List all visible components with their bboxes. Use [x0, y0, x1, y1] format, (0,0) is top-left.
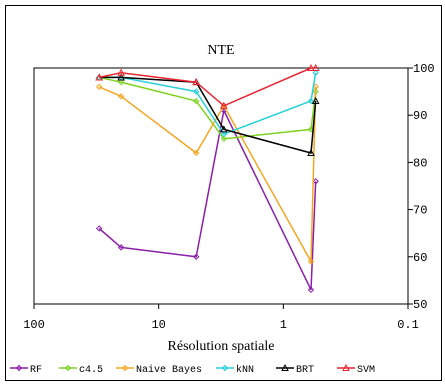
data-point-svm — [95, 73, 104, 81]
series-group — [95, 63, 320, 294]
series-line-svm — [99, 67, 316, 107]
data-point-naive-bayes — [192, 149, 200, 157]
legend-item-brt: BRT — [276, 363, 314, 376]
x-tick-label: 10 — [151, 318, 165, 332]
y-tick-label: 50 — [413, 298, 427, 312]
y-tick-label: 80 — [413, 156, 427, 170]
data-point-naive-bayes — [117, 93, 125, 100]
y-tick-label: 70 — [413, 204, 427, 218]
data-point-rf — [307, 286, 315, 294]
series-line-naive-bayes — [98, 86, 317, 265]
series-c4-5 — [95, 74, 319, 143]
legend-marker-svm — [342, 363, 350, 371]
data-point-brt — [311, 96, 320, 105]
legend-marker-brt — [281, 363, 289, 371]
legend-label-svm: SVM — [357, 365, 375, 376]
series-line-brt — [99, 76, 317, 154]
data-point-brt — [117, 73, 125, 81]
chart-title: NTE — [207, 43, 234, 58]
chart-frame: NTE 100 10 1 0.1 50 60 70 80 90 100 Résolution s… — [5, 5, 442, 381]
legend-marker-knn — [221, 364, 229, 372]
legend-label-brt: BRT — [296, 365, 314, 376]
x-tick-label: 0.1 — [397, 318, 419, 332]
legend: RF c4.5 Naive Bayes kNN BRT SVM — [10, 363, 375, 376]
data-point-rf — [192, 253, 200, 261]
legend-item-c4-5: c4.5 — [59, 364, 103, 376]
data-point-svm — [220, 101, 228, 109]
legend-item-knn: kNN — [216, 364, 254, 376]
x-tick-label: 100 — [23, 318, 45, 332]
data-point-c4-5 — [192, 97, 200, 105]
data-point-knn — [312, 69, 319, 76]
data-point-svm — [117, 68, 125, 76]
x-axis: 100 10 1 0.1 — [23, 304, 419, 332]
y-tick-label: 60 — [413, 251, 427, 265]
chart-svg: NTE 100 10 1 0.1 50 60 70 80 90 100 Résolution s… — [10, 43, 435, 376]
series-brt — [95, 73, 320, 156]
data-point-svm — [192, 78, 201, 86]
series-svm — [95, 63, 320, 109]
data-point-naive-bayes — [307, 258, 315, 265]
data-point-c4-5 — [117, 78, 125, 86]
data-point-knn — [220, 130, 228, 138]
series-line-c4-5 — [99, 76, 317, 140]
legend-label-knn: kNN — [236, 364, 254, 376]
y-tick-label: 90 — [413, 109, 427, 123]
data-point-svm — [311, 63, 320, 71]
data-point-rf — [117, 244, 125, 251]
plot-area — [33, 67, 409, 305]
legend-label-rf: RF — [30, 365, 42, 376]
data-point-rf — [95, 225, 103, 232]
data-point-brt — [220, 125, 228, 133]
legend-marker-rf — [15, 364, 23, 372]
legend-marker-naive-bayes — [121, 364, 129, 372]
x-tick-label: 1 — [280, 318, 287, 332]
series-rf — [95, 107, 319, 294]
legend-label-naive-bayes: Naive Bayes — [136, 364, 202, 376]
y-axis: 50 60 70 80 90 100 — [408, 62, 435, 312]
data-point-knn — [192, 88, 200, 95]
data-point-rf — [312, 178, 319, 185]
data-point-brt — [307, 148, 315, 156]
legend-marker-c4-5 — [64, 364, 72, 372]
data-point-c4-5 — [220, 135, 228, 143]
x-axis-label: Résolution spatiale — [168, 339, 275, 354]
y-tick-label: 100 — [413, 62, 435, 76]
data-point-naive-bayes — [95, 83, 103, 91]
series-line-rf — [98, 108, 317, 291]
data-point-svm — [307, 63, 315, 71]
legend-item-rf: RF — [10, 364, 42, 376]
legend-item-naive-bayes: Naive Bayes — [116, 364, 202, 376]
data-point-knn — [307, 97, 315, 105]
legend-label-c4-5: c4.5 — [79, 365, 103, 376]
legend-item-svm: SVM — [337, 363, 375, 376]
